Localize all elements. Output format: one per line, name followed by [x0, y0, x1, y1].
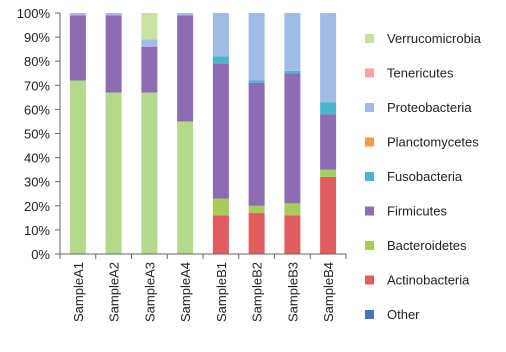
- bar-segment: [320, 102, 337, 115]
- y-tick-label: 20%: [24, 199, 50, 214]
- legend-swatch: [365, 241, 374, 250]
- bar-segment: [320, 176, 337, 254]
- bar-segment: [284, 203, 301, 216]
- legend-swatch: [365, 34, 374, 43]
- bar-segment: [177, 121, 194, 254]
- bar-segment: [248, 13, 265, 81]
- bar-segment: [105, 92, 122, 254]
- legend-label: Verrucomicrobia: [387, 31, 482, 46]
- y-tick-label: 60%: [24, 102, 50, 117]
- bar-segment: [284, 13, 301, 71]
- bar-segment: [141, 39, 158, 47]
- bar-segment: [320, 13, 337, 103]
- x-tick-label: SampleA1: [71, 262, 86, 322]
- bar-segment: [105, 13, 122, 16]
- x-tick-label: SampleB3: [285, 262, 300, 322]
- bar-segment: [212, 13, 229, 57]
- legend-label: Proteobacteria: [387, 100, 472, 115]
- legend-swatch: [365, 172, 374, 181]
- bar-segment: [248, 205, 265, 214]
- bar-segment: [141, 46, 158, 93]
- x-tick-label: SampleB2: [250, 262, 265, 322]
- bar-segment: [141, 13, 158, 40]
- bar-segment: [69, 80, 86, 254]
- legend-swatch: [365, 206, 374, 216]
- bar-segment: [212, 63, 229, 199]
- bar-segment: [212, 56, 229, 64]
- legend-swatch: [365, 310, 374, 319]
- y-tick-label: 100%: [17, 6, 51, 21]
- y-tick-label: 90%: [24, 30, 50, 45]
- x-tick-label: SampleA2: [107, 262, 122, 322]
- legend-swatch: [365, 103, 374, 112]
- y-tick-label: 30%: [24, 175, 50, 190]
- bar-segment: [177, 15, 194, 122]
- legend-label: Planctomycetes: [387, 135, 479, 150]
- legend-label: Bacteroidetes: [387, 238, 467, 253]
- bar-segment: [284, 73, 301, 204]
- y-tick-label: 0%: [31, 247, 50, 262]
- legend: Verrucomicrobia Tenericutes Proteobacteria…: [365, 31, 482, 322]
- bar-segment: [248, 82, 265, 206]
- bar-segment: [284, 215, 301, 254]
- bar-segment: [320, 114, 337, 170]
- y-tick-label: 10%: [24, 223, 50, 238]
- legend-swatch: [365, 137, 374, 147]
- legend-label: Actinobacteria: [387, 273, 470, 288]
- y-tick-label: 50%: [24, 127, 50, 142]
- bar-segment: [212, 215, 229, 254]
- y-tick-label: 80%: [24, 54, 50, 69]
- bar-segment: [69, 13, 86, 16]
- x-axis: SampleA1 SampleA2 SampleA3 SampleA4 SampleB1…: [59, 253, 347, 322]
- bar-segment: [141, 92, 158, 254]
- legend-label: Firmicutes: [387, 204, 447, 219]
- y-axis: 0% 10% 20% 30% 40% 50% 60% 70% 80% 90% 100%: [17, 6, 61, 262]
- bar-segment: [320, 169, 337, 177]
- x-tick-label: SampleB4: [321, 262, 336, 322]
- bar-segment: [69, 15, 86, 81]
- x-tick-label: SampleB1: [214, 262, 229, 322]
- bar-segment: [177, 13, 194, 16]
- x-tick-label: SampleA3: [142, 262, 157, 322]
- bar-segment: [248, 80, 265, 83]
- bar-segment: [212, 198, 229, 216]
- y-tick-label: 40%: [24, 151, 50, 166]
- bar-segment: [284, 70, 301, 74]
- legend-label: Fusobacteria: [387, 169, 463, 184]
- legend-swatch: [365, 275, 374, 285]
- bar-segment: [105, 15, 122, 93]
- legend-label: Tenericutes: [387, 66, 454, 81]
- bar-segment: [248, 213, 265, 254]
- legend-swatch: [365, 68, 374, 78]
- y-tick-label: 70%: [24, 78, 50, 93]
- bars: [69, 13, 337, 254]
- legend-label: Other: [387, 307, 420, 322]
- x-tick-label: SampleA4: [178, 262, 193, 322]
